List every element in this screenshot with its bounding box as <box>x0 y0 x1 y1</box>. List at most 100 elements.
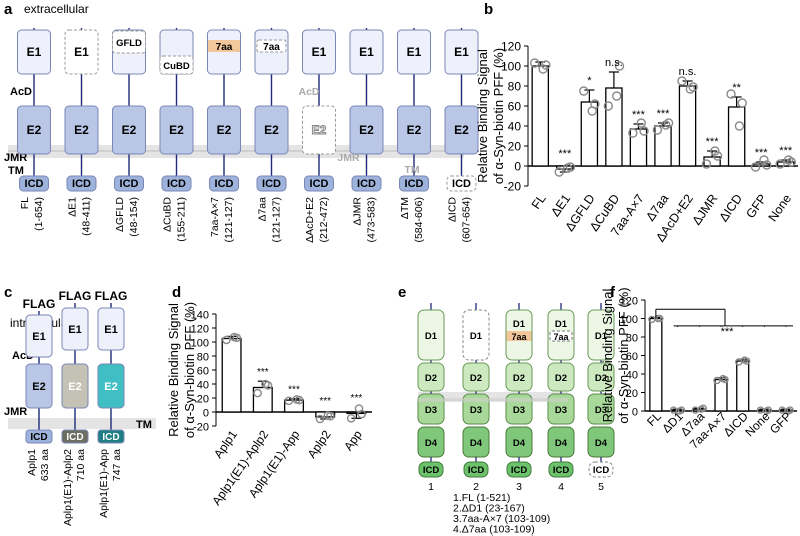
data-point <box>614 61 625 71</box>
y-tick-label: 120 <box>620 296 638 308</box>
aa7-highlight <box>506 331 532 341</box>
construct-2: FLAG E1 E2 ICD Aplp1(E1)-App 747 aa <box>95 289 128 518</box>
construct-name: ΔJMR <box>352 197 364 226</box>
icd-label: ICD <box>167 178 186 190</box>
flag-label: FLAG <box>95 289 128 303</box>
e1-label: E1 <box>68 324 81 336</box>
d1-label: D1 <box>470 331 483 342</box>
data-point <box>734 121 745 131</box>
e2-label: E2 <box>359 123 374 137</box>
category-label: FL <box>529 192 549 212</box>
d2-domain <box>505 362 533 392</box>
data-point <box>699 404 707 412</box>
d2-domain <box>417 362 445 392</box>
lane-2: D1 7aa D2 D3 D4 ICD 3 <box>505 303 533 493</box>
icd-label: ICD <box>66 432 83 443</box>
y-tick-label: 120 <box>501 40 521 54</box>
d2-domain <box>547 362 575 392</box>
construct-1: E1 E2 ICD ΔE1 (48-411) <box>64 28 99 236</box>
icd-label: ICD <box>593 465 610 476</box>
data-point <box>712 151 723 161</box>
panel-letter: a <box>4 1 13 18</box>
construct-9: E1 E2 ICD ΔICD (607-654) <box>444 28 479 243</box>
bar-0 <box>649 317 663 412</box>
e2-domain <box>25 363 53 409</box>
d4-label: D4 <box>595 438 608 449</box>
cubd-label: CuBD <box>163 61 190 72</box>
e1-domain <box>397 29 431 75</box>
e2-label: E2 <box>27 123 42 137</box>
y-tick-label: 60 <box>197 366 209 378</box>
y-axis-label-line2: of α-Syn-biotin PFF (%) <box>182 302 197 438</box>
panel-letter: b <box>484 1 493 18</box>
y-tick-label: 40 <box>626 370 638 382</box>
y-tick-label: 120 <box>191 324 209 336</box>
panel-b-bar-chart: b -20 0 20 40 60 80 100 120 Relative Binding Sign… <box>475 1 798 244</box>
bar-0 <box>221 337 242 413</box>
data-point <box>737 98 747 108</box>
y-axis-label-line2: of α-Syn-biotin PFF (%) <box>491 48 506 184</box>
e2-label: E2 <box>169 123 184 137</box>
significance-label: n.s. <box>605 57 623 69</box>
lane-0: D1 D2 D3 D4 ICD 1 <box>417 303 445 493</box>
icd-domain <box>161 175 192 192</box>
e2-domain <box>97 363 125 409</box>
data-point <box>726 89 736 99</box>
d1-label: D1 <box>513 319 526 330</box>
aa7-highlight <box>208 40 240 52</box>
e1-domain <box>25 314 53 358</box>
panel-d-bar-chart: d -20 0 20 40 60 80 100 120 140 Relative Binding S… <box>166 284 372 508</box>
d3-label: D3 <box>513 405 525 416</box>
aa7-deleted <box>256 39 287 53</box>
e2-label-outline: E2 <box>312 123 327 137</box>
data-point <box>759 155 769 165</box>
e2-domain <box>397 105 431 155</box>
construct-name: FL <box>19 197 31 209</box>
y-tick-label: 60 <box>626 351 638 363</box>
construct-name: ΔICD <box>447 197 459 223</box>
e2-label: E2 <box>74 123 89 137</box>
tm-label: TM <box>136 419 152 431</box>
y-tick-label: 140 <box>191 310 209 322</box>
y-tick-label: 100 <box>191 338 209 350</box>
construct-range: (48-411) <box>81 197 93 236</box>
e1-domain <box>444 29 479 75</box>
d2-label: D2 <box>595 373 607 384</box>
tm-faded-label: TM <box>404 164 419 176</box>
data-point <box>656 314 664 323</box>
e2-label: E2 <box>407 123 422 137</box>
construct-range: (607-654) <box>461 197 473 243</box>
data-point <box>677 406 686 414</box>
aa7-label: 7aa <box>216 42 233 53</box>
construct-range: (212-472) <box>318 197 330 243</box>
legend-item-4: 4.Δ7aa (103-109) <box>453 524 535 536</box>
category-label: ΔJMR <box>690 192 721 228</box>
significance-label: ** <box>732 82 741 94</box>
acd-label: AcD <box>10 86 32 98</box>
icd-domain <box>506 461 532 478</box>
icd-domain <box>209 175 239 192</box>
data-point <box>263 381 273 390</box>
icd-domain <box>114 175 144 192</box>
e1-label: E1 <box>359 45 374 59</box>
data-point <box>750 162 761 172</box>
y-axis-label: Relative Binding Signal <box>475 49 490 183</box>
construct-3: CuBD E2 ICD ΔCuBD (155-211) <box>159 28 194 242</box>
d1-domain <box>417 309 445 361</box>
construct-name: 7aa-A×7 <box>209 197 221 237</box>
d2-label: D2 <box>513 373 525 384</box>
y-tick-label: 0 <box>203 408 209 420</box>
construct-0: FLAG E1 E2 ICD Aplp1 633 aa <box>23 297 56 481</box>
construct-range: (121-127) <box>223 197 235 243</box>
icd-deleted-domain <box>446 175 477 192</box>
e1-domain <box>349 29 384 75</box>
significance-label: *** <box>706 136 720 148</box>
lane-3: D1 7aa D2 D3 D4 ICD 4 <box>547 303 575 493</box>
panel-letter: c <box>4 284 12 301</box>
e1-domain <box>61 307 89 351</box>
construct-name: ΔTM <box>399 197 411 219</box>
e2-domain <box>112 105 146 155</box>
data-point <box>579 86 589 96</box>
